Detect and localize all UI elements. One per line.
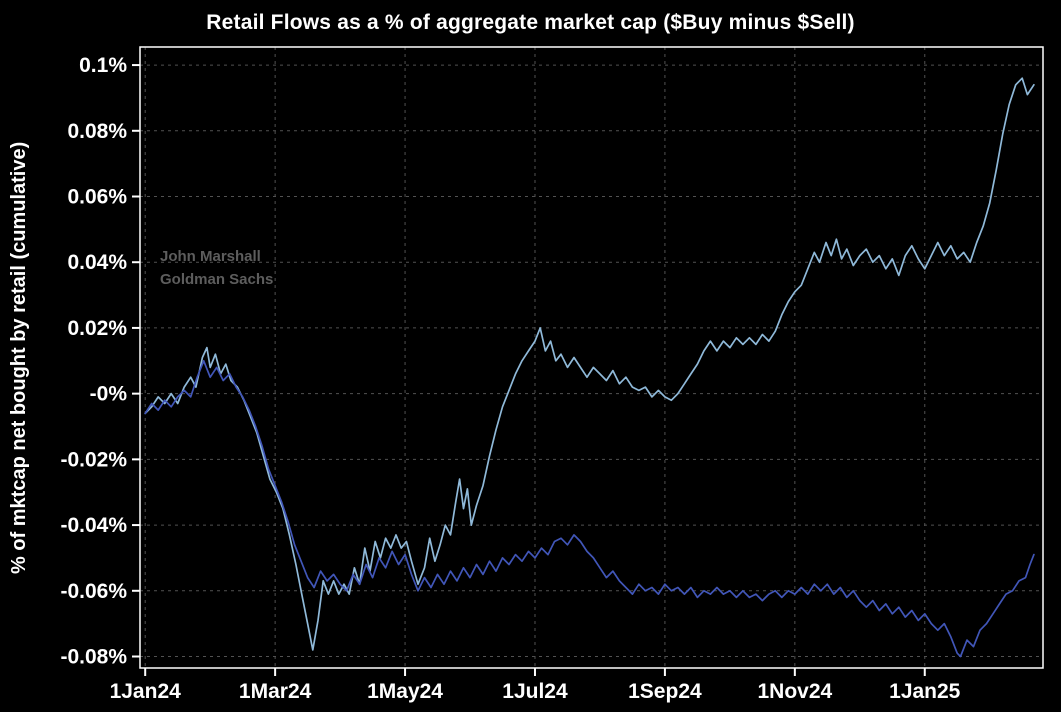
- watermark-line-2: Goldman Sachs: [160, 270, 274, 288]
- x-tick-label: 1Jan24: [110, 680, 182, 703]
- y-tick-label: -0.02%: [60, 448, 127, 471]
- y-tick-label: -0.06%: [60, 580, 127, 603]
- axis-ticks-and-labels: 1Jan24 1Mar24 1May24 1Jul24 1Sep24 1Nov24 1Jan…: [60, 54, 960, 703]
- watermark: John Marshall Goldman Sachs: [160, 246, 273, 291]
- plot-frame: [139, 46, 1044, 669]
- y-tick-label: 0.06%: [67, 186, 127, 209]
- x-tick-label: 1Jan25: [889, 680, 961, 703]
- y-tick-label: 0.1%: [79, 54, 127, 77]
- gridlines: [140, 47, 1043, 668]
- x-tick-label: 1Jul24: [502, 680, 568, 703]
- x-tick-label: 1May24: [367, 680, 443, 703]
- x-tick-label: 1Sep24: [628, 680, 702, 703]
- series-dark-blue-line: [144, 359, 1035, 658]
- series-light-blue-line: [144, 77, 1035, 651]
- x-tick-label: 1Nov24: [757, 680, 832, 703]
- y-tick-label: 0.02%: [67, 317, 127, 340]
- y-tick-label: -0.04%: [60, 514, 127, 537]
- watermark-line-1: John Marshall: [160, 248, 261, 265]
- x-tick-label: 1Mar24: [239, 680, 312, 703]
- y-tick-label: 0.04%: [67, 251, 127, 274]
- y-tick-label: -0%: [90, 383, 128, 406]
- y-tick-label: 0.08%: [67, 120, 127, 143]
- series-lines: [144, 77, 1035, 658]
- y-tick-label: -0.08%: [60, 646, 127, 669]
- chart-title: Retail Flows as a % of aggregate market …: [206, 11, 855, 34]
